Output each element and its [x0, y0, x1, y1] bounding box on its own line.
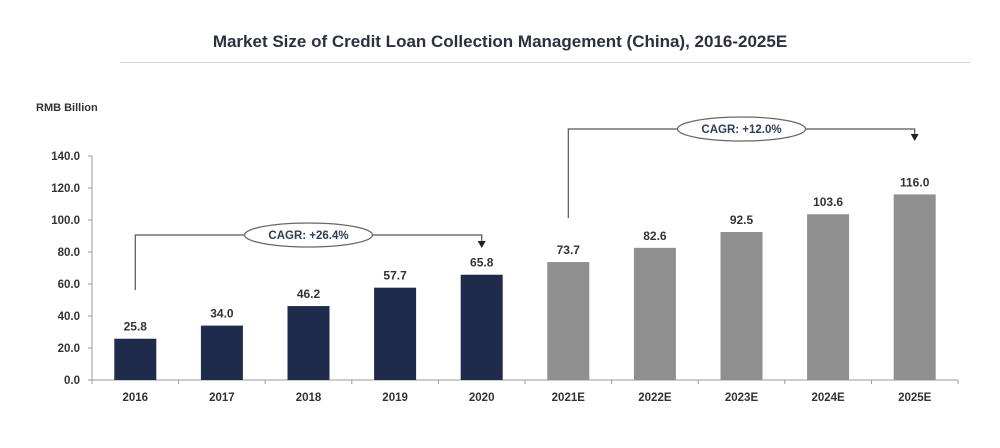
- bar-2021E: [547, 262, 590, 380]
- x-tick-label: 2025E: [898, 392, 932, 404]
- bar-2020: [460, 274, 503, 380]
- bar-2018: [287, 306, 330, 380]
- y-tick-label: 20.0: [58, 343, 80, 355]
- x-tick-label: 2024E: [811, 392, 845, 404]
- cagr-label: CAGR: +12.0%: [701, 124, 781, 136]
- bar-2016: [114, 338, 157, 380]
- y-tick-label: 0.0: [64, 375, 80, 387]
- x-tick-label: 2023E: [725, 392, 759, 404]
- value-label: 116.0: [900, 175, 930, 189]
- bar-2022E: [633, 247, 676, 380]
- value-label: 92.5: [730, 213, 754, 227]
- title-divider: [120, 62, 970, 63]
- bar-2024E: [807, 214, 850, 380]
- value-label: 57.7: [383, 269, 407, 283]
- value-label: 65.8: [470, 256, 494, 270]
- cagr-bracket: [567, 128, 916, 218]
- cagr-label: CAGR: +26.4%: [268, 230, 348, 242]
- value-label: 46.2: [297, 287, 321, 301]
- value-label: 103.6: [813, 195, 843, 209]
- value-label: 25.8: [124, 320, 148, 334]
- arrow-down-icon: [910, 134, 919, 141]
- value-label: 82.6: [643, 229, 667, 243]
- arrow-down-icon: [477, 241, 486, 248]
- y-tick-label: 100.0: [51, 215, 80, 227]
- bar-2023E: [720, 232, 763, 380]
- x-tick-label: 2020: [469, 392, 495, 404]
- x-tick-label: 2019: [382, 392, 408, 404]
- chart-title: Market Size of Credit Loan Collection Ma…: [212, 32, 788, 51]
- y-tick-label: 120.0: [51, 183, 80, 195]
- y-tick-label: 40.0: [58, 311, 80, 323]
- x-tick-label: 2017: [209, 392, 235, 404]
- x-tick-label: 2021E: [552, 392, 586, 404]
- bar-2017: [200, 325, 243, 380]
- bar-2019: [374, 287, 417, 380]
- x-tick-label: 2016: [123, 392, 149, 404]
- value-label: 34.0: [210, 307, 234, 321]
- y-axis-unit-label: RMB Billion: [36, 102, 98, 114]
- x-tick-label: 2022E: [638, 392, 672, 404]
- y-tick-label: 80.0: [58, 247, 80, 259]
- y-tick-label: 60.0: [58, 279, 80, 291]
- value-label: 73.7: [557, 243, 581, 257]
- cagr-badge: [243, 222, 374, 248]
- y-tick-label: 140.0: [51, 151, 80, 163]
- bar-2025E: [893, 194, 936, 380]
- cagr-badge: [676, 116, 807, 142]
- x-tick-label: 2018: [296, 392, 322, 404]
